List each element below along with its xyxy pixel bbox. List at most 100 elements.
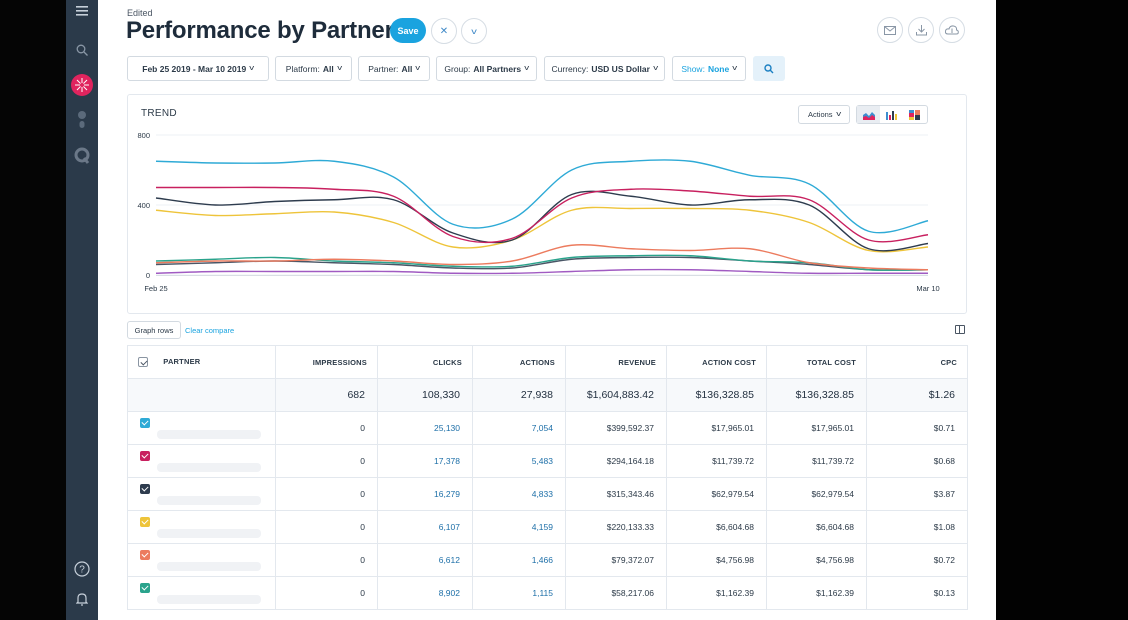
actions-cell[interactable]: 1,115	[472, 576, 566, 610]
total-actions: 27,938	[472, 378, 566, 412]
sidebar: ?	[66, 0, 98, 620]
revenue-cell: $220,133.33	[565, 510, 667, 544]
series-line[interactable]	[155, 186, 929, 244]
download-button[interactable]	[908, 17, 934, 43]
clicks-cell[interactable]: 6,107	[377, 510, 473, 544]
header-label: PARTNER	[163, 356, 201, 366]
select-all-checkbox[interactable]	[138, 357, 148, 367]
partner-column-header[interactable]: PARTNER	[127, 345, 276, 379]
series-line[interactable]	[155, 206, 929, 253]
partner-cell	[127, 576, 276, 610]
clicks-cell[interactable]: 25,130	[377, 411, 473, 445]
series-line[interactable]	[155, 268, 928, 275]
partner-cell	[127, 444, 276, 478]
show-filter[interactable]: Show: None v	[672, 56, 746, 81]
table-row[interactable]: 0 17,378 5,483 $294,164.18 $11,739.72 $11,739…	[127, 444, 968, 478]
partner-name-redacted	[157, 462, 261, 472]
clicks-cell[interactable]: 8,902	[377, 576, 473, 610]
total-clicks: 108,330	[377, 378, 473, 412]
bar-chart-view-button[interactable]	[880, 106, 903, 123]
action-cost-cell: $62,979.54	[666, 477, 767, 511]
total-cost-cell: $17,965.01	[766, 411, 867, 445]
actions-cell[interactable]: 5,483	[472, 444, 566, 478]
total-cpc: $1.26	[866, 378, 968, 412]
clicks-cell[interactable]: 6,612	[377, 543, 473, 577]
series-line[interactable]	[155, 190, 929, 252]
y-tick-label: 400	[137, 201, 150, 210]
menu-icon[interactable]	[66, 3, 98, 19]
impressions-column-header[interactable]: IMPRESSIONS	[275, 345, 378, 379]
more-options-button[interactable]: v	[461, 18, 487, 44]
clicks-column-header[interactable]: CLICKS	[377, 345, 473, 379]
revenue-cell: $79,372.07	[565, 543, 667, 577]
y-tick-label: 800	[137, 131, 150, 140]
partner-name-redacted	[157, 561, 261, 571]
revenue-cell: $399,592.37	[565, 411, 667, 445]
notifications-icon[interactable]	[66, 591, 98, 607]
row-checkbox[interactable]	[140, 451, 150, 462]
partner-filter[interactable]: Partner: All v	[358, 56, 430, 81]
currency-filter[interactable]: Currency: USD US Dollar v	[544, 56, 665, 81]
graph-rows-button[interactable]: Graph rows	[127, 321, 181, 339]
cpc-cell: $0.71	[866, 411, 968, 445]
partner-cell	[127, 477, 276, 511]
total-cost-column-header[interactable]: TOTAL COST	[766, 345, 867, 379]
impressions-cell: 0	[275, 510, 378, 544]
stacked-bar-icon	[909, 109, 921, 120]
apply-search-button[interactable]	[753, 56, 785, 81]
clicks-cell[interactable]: 16,279	[377, 477, 473, 511]
search-icon	[764, 63, 774, 73]
cloud-export-button[interactable]	[939, 17, 965, 43]
actions-cell[interactable]: 4,833	[472, 477, 566, 511]
impressions-cell: 0	[275, 444, 378, 478]
chart-title: TREND	[141, 108, 177, 119]
row-checkbox[interactable]	[140, 517, 150, 528]
discard-button[interactable]: ✕	[431, 18, 457, 44]
y-tick-label: 0	[146, 271, 150, 280]
revenue-column-header[interactable]: REVENUE	[565, 345, 667, 379]
clicks-cell[interactable]: 17,378	[377, 444, 473, 478]
app-logo-icon[interactable]	[66, 73, 98, 97]
search-icon[interactable]	[66, 42, 98, 58]
platform-filter[interactable]: Platform: All v	[275, 56, 352, 81]
close-icon: ✕	[439, 25, 449, 37]
cpc-column-header[interactable]: CPC	[866, 345, 968, 379]
date-range-filter[interactable]: Feb 25 2019 - Mar 10 2019 v	[127, 56, 269, 81]
help-icon[interactable]: ?	[66, 560, 98, 578]
chevron-down-icon: v	[249, 65, 255, 72]
email-button[interactable]	[877, 17, 903, 43]
save-button[interactable]: Save	[390, 18, 426, 43]
stacked-chart-view-button[interactable]	[904, 106, 927, 123]
table-row[interactable]: 0 25,130 7,054 $399,592.37 $17,965.01 $17,965…	[127, 411, 968, 445]
action-cost-column-header[interactable]: ACTION COST	[666, 345, 767, 379]
chevron-down-icon: v	[415, 65, 421, 72]
chart-actions-dropdown[interactable]: Actions v	[798, 105, 850, 124]
actions-cell[interactable]: 7,054	[472, 411, 566, 445]
table-row[interactable]: 0 6,107 4,159 $220,133.33 $6,604.68 $6,604.68…	[127, 510, 968, 544]
download-icon	[915, 24, 927, 35]
actions-cell[interactable]: 1,466	[472, 543, 566, 577]
actions-cell[interactable]: 4,159	[472, 510, 566, 544]
table-row[interactable]: 0 16,279 4,833 $315,343.46 $62,979.54 $62,979…	[127, 477, 968, 511]
impressions-cell: 0	[275, 411, 378, 445]
row-checkbox[interactable]	[140, 484, 150, 495]
row-checkbox[interactable]	[140, 550, 150, 561]
columns-toggle-icon[interactable]	[955, 325, 965, 334]
row-checkbox[interactable]	[140, 583, 150, 594]
action-cost-cell: $17,965.01	[666, 411, 767, 445]
series-line[interactable]	[155, 244, 929, 271]
area-chart-view-button[interactable]	[857, 106, 881, 123]
q-icon[interactable]	[66, 146, 98, 166]
clear-compare-link[interactable]: Clear compare	[185, 326, 235, 335]
table-row[interactable]: 0 8,902 1,115 $58,217.06 $1,162.39 $1,162.39 $…	[127, 576, 968, 610]
series-line[interactable]	[155, 159, 929, 234]
revenue-cell: $58,217.06	[565, 576, 667, 610]
row-checkbox[interactable]	[140, 418, 150, 429]
actions-column-header[interactable]: ACTIONS	[472, 345, 566, 379]
table-row[interactable]: 0 6,612 1,466 $79,372.07 $4,756.98 $4,756.98 $…	[127, 543, 968, 577]
total-impressions: 682	[275, 378, 378, 412]
group-filter[interactable]: Group: All Partners v	[436, 56, 537, 81]
filter-label: Partner:	[368, 63, 399, 74]
partner-name-redacted	[157, 528, 261, 538]
user-icon[interactable]	[66, 108, 98, 132]
